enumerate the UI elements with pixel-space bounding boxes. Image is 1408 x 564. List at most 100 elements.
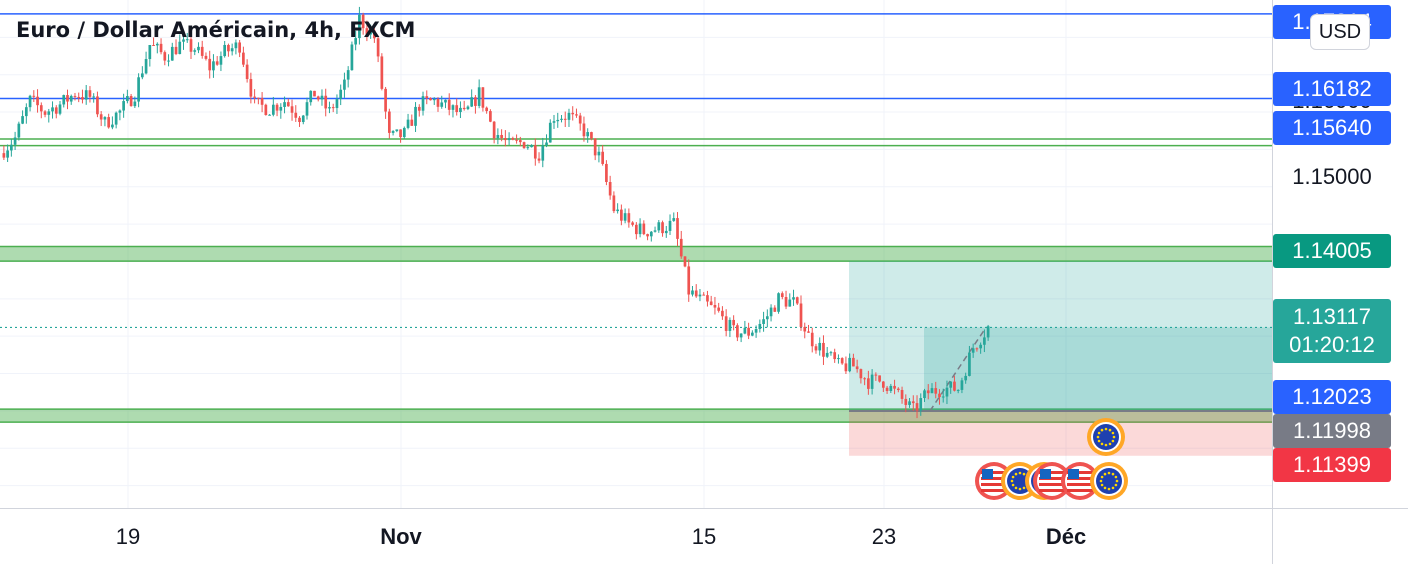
candle-body <box>653 230 657 232</box>
time-axis-label: 19 <box>115 524 141 549</box>
event-marker-eu <box>1087 418 1125 456</box>
eu-star <box>1107 471 1111 475</box>
candle-body <box>724 316 728 331</box>
candle-body <box>324 95 328 109</box>
candle-body <box>320 95 324 100</box>
candle-body <box>900 389 904 399</box>
candle-body <box>533 145 537 159</box>
candle-body <box>92 96 96 98</box>
eu-star <box>1103 486 1107 490</box>
candle-body <box>979 344 982 349</box>
candle-body <box>934 388 938 394</box>
long-position-tool <box>849 261 1272 456</box>
candle-body <box>129 96 133 107</box>
eu-star <box>1112 435 1116 439</box>
eu-star <box>1022 486 1026 490</box>
candle-body <box>466 106 470 110</box>
candle-body <box>646 234 649 237</box>
candle-body <box>706 295 709 302</box>
candle-body <box>77 96 81 98</box>
candle-body <box>717 307 721 311</box>
eu-star <box>1108 442 1112 446</box>
candle-body <box>664 230 668 234</box>
us-canton <box>982 469 993 479</box>
candle-body <box>915 403 919 411</box>
price-badge-label: 1.15640 <box>1292 115 1372 140</box>
candle-body <box>410 119 414 126</box>
candle-body <box>257 97 260 99</box>
candle-body <box>238 42 241 53</box>
candle-body <box>507 138 511 141</box>
candle-body <box>676 218 679 239</box>
eu-star <box>1111 472 1115 476</box>
candle-body <box>668 220 672 231</box>
candle-body <box>174 46 178 55</box>
eu-star <box>1111 439 1115 443</box>
candle-body <box>268 114 271 116</box>
candle-body <box>73 95 77 97</box>
price-badge-label: 1.13117 <box>1293 304 1371 329</box>
candle-body <box>118 110 122 113</box>
candle-body <box>795 297 799 304</box>
eu-flag <box>1093 424 1119 450</box>
candle-body <box>945 387 949 397</box>
eu-star <box>1100 442 1104 446</box>
candle-body <box>496 134 500 139</box>
candle-body <box>530 145 533 148</box>
candle-body <box>440 102 444 107</box>
eu-star <box>1114 475 1118 479</box>
candle-body <box>608 182 612 196</box>
candle-body <box>331 107 335 109</box>
us-stripe <box>1039 489 1065 492</box>
eu-star <box>1014 486 1018 490</box>
candle-body <box>481 87 485 108</box>
candle-body <box>552 121 556 123</box>
candle-body <box>751 332 754 336</box>
candle-body <box>739 333 743 338</box>
candle-body <box>541 145 545 161</box>
candle-body <box>451 105 455 110</box>
candle-body <box>212 61 215 71</box>
candle-body <box>111 124 114 128</box>
candle-body <box>638 223 642 235</box>
candle-body <box>54 107 58 114</box>
candle-body <box>983 337 986 345</box>
time-axis-label: Nov <box>380 524 422 549</box>
currency-button[interactable]: USD <box>1310 14 1370 50</box>
candle-body <box>773 307 777 312</box>
chart-title: Euro / Dollar Américain, 4h, FXCM <box>16 18 416 42</box>
candle-body <box>140 73 144 78</box>
candle-body <box>833 352 837 360</box>
candle-body <box>837 358 840 360</box>
candle-body <box>298 117 301 123</box>
candle-body <box>260 97 264 105</box>
candle-body <box>971 348 975 353</box>
us-stripe <box>1067 471 1093 474</box>
candle-body <box>844 363 848 372</box>
candle-body <box>28 95 32 108</box>
candle-body <box>2 153 6 158</box>
eu-star <box>1108 428 1112 432</box>
time-axis-label: Déc <box>1045 524 1087 549</box>
price-badge: 1.11399 <box>1273 448 1391 482</box>
candle-body <box>852 357 855 367</box>
candle-body <box>309 90 313 103</box>
eu-star <box>1104 427 1108 431</box>
price-axis-label: 1.15000 <box>1292 164 1372 189</box>
candle-body <box>537 158 541 161</box>
economic-event-markers <box>975 418 1128 500</box>
candle-body <box>953 381 956 391</box>
candle-body <box>365 28 369 35</box>
candle-body <box>575 114 578 116</box>
candle-body <box>896 388 900 390</box>
candle-body <box>780 293 784 298</box>
candle-body <box>219 56 223 65</box>
candle-body <box>215 61 219 65</box>
candle-body <box>938 393 941 398</box>
candle-body <box>492 121 496 139</box>
candle-body <box>863 378 866 380</box>
candle-body <box>264 104 268 115</box>
candle-body <box>17 123 21 138</box>
candle-body <box>765 316 769 320</box>
